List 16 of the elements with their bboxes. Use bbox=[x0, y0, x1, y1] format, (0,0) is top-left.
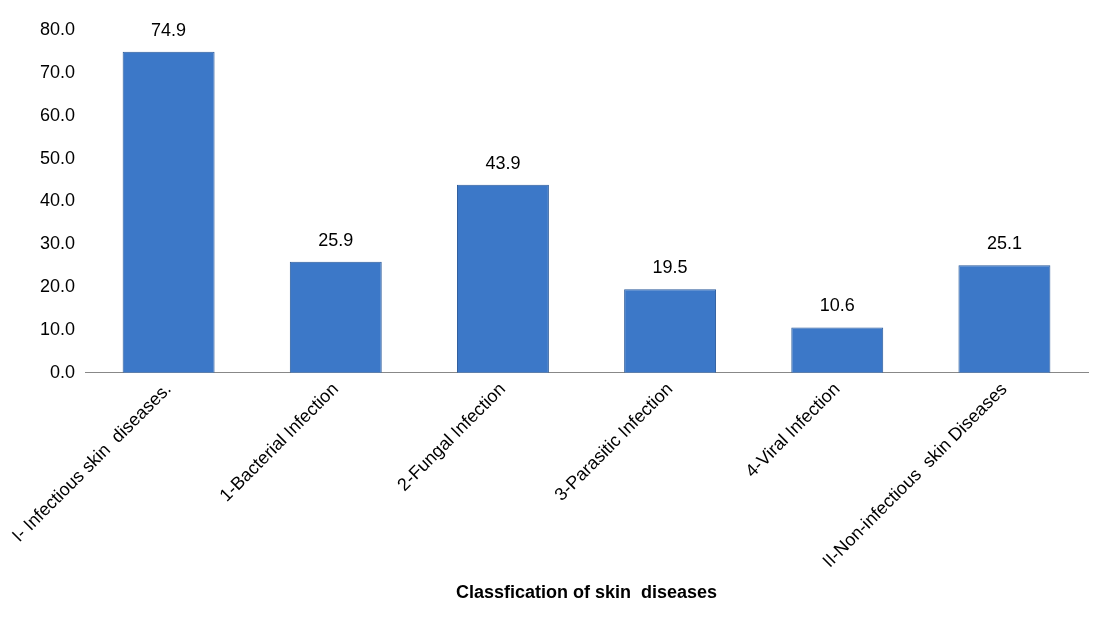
data-label: 10.6 bbox=[819, 295, 855, 316]
data-label: 25.9 bbox=[318, 229, 354, 250]
data-label: 25.1 bbox=[986, 233, 1022, 254]
y-tick-label: 10.0 bbox=[39, 318, 76, 339]
y-tick-label: 40.0 bbox=[39, 190, 76, 211]
data-label: 74.9 bbox=[151, 19, 187, 40]
y-tick-label: 60.0 bbox=[39, 104, 76, 125]
y-tick-label: 70.0 bbox=[39, 61, 76, 82]
data-label: 19.5 bbox=[652, 257, 688, 278]
y-tick-label: 50.0 bbox=[39, 147, 76, 168]
y-tick-label: 0.0 bbox=[50, 361, 76, 382]
data-label: 43.9 bbox=[485, 152, 521, 173]
x-axis-title: Classfication of skin diseases bbox=[455, 582, 718, 603]
y-tick-label: 80.0 bbox=[39, 18, 76, 39]
y-tick-label: 20.0 bbox=[39, 276, 76, 297]
y-tick-label: 30.0 bbox=[39, 233, 76, 254]
